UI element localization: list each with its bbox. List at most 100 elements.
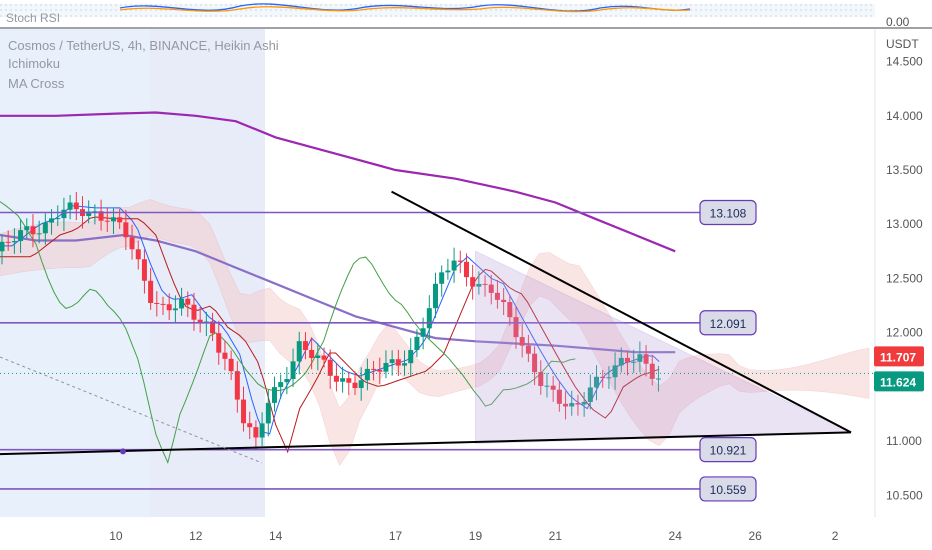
candle-39 — [241, 386, 247, 432]
date-range-highlight-light — [150, 29, 265, 517]
candle-97 — [600, 369, 606, 388]
candle-27 — [166, 293, 172, 321]
candle-88 — [544, 372, 550, 398]
candle-98 — [606, 366, 612, 389]
candle-5 — [30, 214, 36, 248]
level-label-0[interactable]: 13.108 — [699, 199, 757, 226]
y-tick-8: 10.500 — [886, 488, 923, 502]
y-tick-4: 12.500 — [886, 271, 923, 285]
x-tick-1: 12 — [189, 529, 203, 543]
candle-58 — [358, 367, 364, 401]
candle-46 — [284, 367, 290, 395]
x-tick-8: 2 — [832, 529, 839, 543]
candle-11 — [67, 194, 73, 220]
candle-71 — [439, 265, 445, 297]
candle-2 — [11, 228, 17, 254]
y-tick-5: 12.000 — [886, 326, 923, 340]
candle-35 — [216, 320, 222, 365]
candle-10 — [61, 197, 67, 232]
candle-100 — [618, 347, 624, 373]
candle-101 — [624, 350, 630, 376]
candle-92 — [569, 390, 575, 416]
y-tick-1: 14.000 — [886, 109, 923, 123]
candle-73 — [451, 247, 457, 283]
candle-76 — [470, 264, 476, 300]
candle-96 — [594, 365, 600, 401]
x-tick-4: 19 — [469, 529, 483, 543]
candle-74 — [457, 250, 463, 273]
x-tick-7: 26 — [748, 529, 762, 543]
y-tick-7: 11.000 — [886, 434, 922, 448]
chikou-line — [0, 201, 576, 465]
triangle-pattern — [475, 250, 852, 444]
candle-12 — [73, 191, 79, 221]
candle-53 — [327, 349, 333, 389]
x-tick-0: 10 — [109, 529, 123, 543]
candle-47 — [290, 348, 296, 388]
candle-28 — [172, 295, 178, 324]
trendline-1[interactable] — [0, 431, 852, 456]
svg-text:13.108: 13.108 — [710, 206, 747, 220]
candle-26 — [160, 296, 166, 315]
svg-text:12.091: 12.091 — [710, 317, 747, 331]
stoch-rsi-pane: Stoch RSI 0.00 — [0, 0, 932, 29]
candle-80 — [494, 280, 500, 309]
candle-104 — [643, 344, 649, 377]
x-tick-5: 21 — [549, 529, 563, 543]
candle-37 — [228, 350, 234, 381]
candle-85 — [525, 334, 531, 363]
candle-4 — [24, 218, 30, 239]
candle-21 — [129, 224, 135, 260]
candle-41 — [253, 420, 259, 450]
stoch-rsi-label: Stoch RSI — [6, 11, 60, 25]
svg-text:10.921: 10.921 — [710, 444, 747, 458]
candle-62 — [383, 350, 389, 379]
date-range-highlight — [0, 29, 265, 517]
candle-79 — [488, 274, 494, 305]
candle-52 — [321, 347, 327, 368]
candle-65 — [402, 350, 408, 376]
trendline-0[interactable] — [391, 190, 852, 434]
candle-81 — [501, 288, 507, 316]
candle-56 — [346, 371, 352, 396]
indicator-ichimoku: Ichimoku — [8, 56, 60, 71]
candle-0 — [0, 235, 5, 265]
candle-61 — [377, 357, 383, 385]
candle-48 — [296, 331, 302, 375]
candle-42 — [259, 412, 265, 446]
candle-103 — [637, 341, 643, 373]
tenkan-line — [0, 205, 660, 435]
candle-69 — [426, 295, 432, 340]
x-tick-3: 17 — [389, 529, 403, 543]
candle-43 — [265, 389, 271, 437]
candle-23 — [141, 249, 147, 294]
candle-38 — [234, 361, 240, 413]
candle-75 — [463, 253, 469, 287]
y-tick-3: 13.000 — [886, 217, 923, 231]
stoch-k-line — [119, 3, 691, 12]
candle-105 — [649, 354, 655, 386]
candle-57 — [352, 371, 358, 396]
candle-86 — [532, 346, 538, 386]
candle-45 — [278, 374, 284, 399]
price-unit-label: USDT — [886, 37, 919, 51]
svg-text:11.707: 11.707 — [880, 350, 916, 364]
candle-30 — [185, 291, 191, 318]
level-label-3[interactable]: 10.559 — [699, 476, 757, 502]
candle-16 — [98, 199, 104, 231]
candle-94 — [581, 391, 587, 417]
x-tick-6: 24 — [669, 529, 683, 543]
candle-55 — [340, 366, 346, 393]
candle-50 — [309, 337, 315, 370]
candle-22 — [135, 240, 141, 270]
candle-32 — [197, 306, 203, 333]
svg-text:10.559: 10.559 — [710, 483, 747, 497]
level-label-1[interactable]: 12.091 — [699, 310, 757, 336]
candle-7 — [42, 213, 48, 245]
candle-36 — [222, 340, 228, 371]
trendline-anchor-point[interactable] — [120, 448, 126, 455]
level-label-2[interactable]: 10.921 — [699, 437, 757, 463]
y-tick-2: 13.500 — [886, 163, 923, 177]
